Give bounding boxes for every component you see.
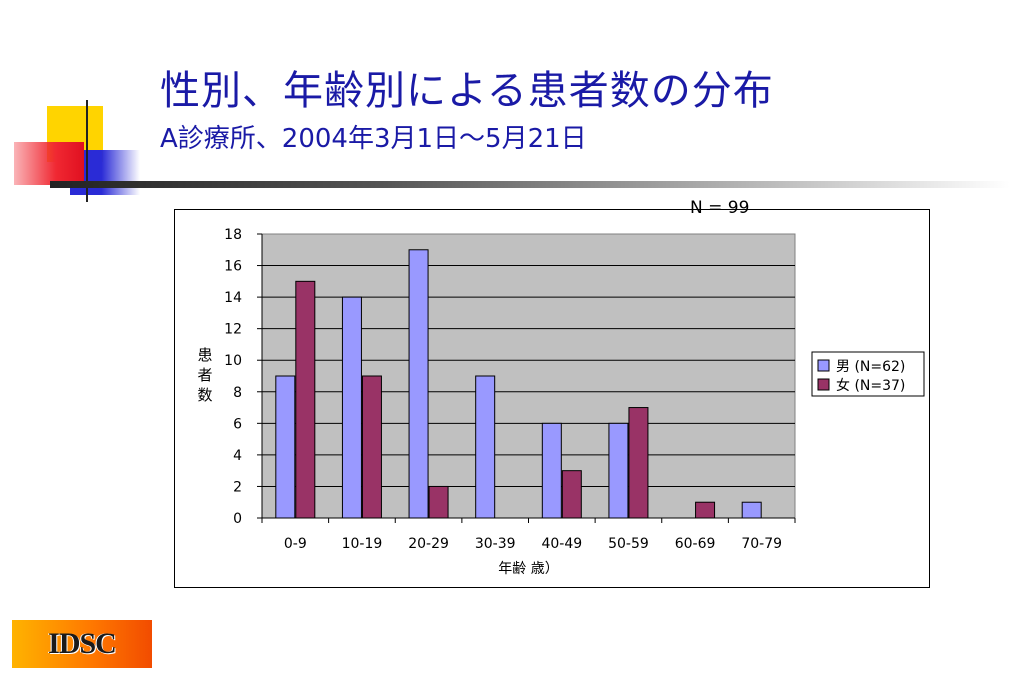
y-tick-label: 18 bbox=[224, 227, 242, 243]
decor-red-bar bbox=[14, 142, 84, 185]
chart-frame: 0 2 4 6 8 10 12 14 16 18 0-9 10-19 20-29 30-39 40-49 50… bbox=[174, 209, 930, 588]
bar-male bbox=[741, 501, 762, 519]
x-axis-label: 年齢 歳） bbox=[498, 561, 558, 577]
bar-female bbox=[295, 280, 316, 519]
bar-female bbox=[628, 407, 649, 519]
bar-chart: 0 2 4 6 8 10 12 14 16 18 0-9 10-19 20-29 30-39 40-49 50… bbox=[197, 227, 925, 577]
x-tick-label: 30-39 bbox=[475, 536, 516, 552]
y-tick-label: 2 bbox=[233, 479, 242, 495]
decor-title-underline bbox=[50, 181, 1010, 188]
y-tick-label: 16 bbox=[224, 259, 242, 275]
bar-male bbox=[341, 296, 362, 519]
slide-subtitle: A診療所、2004年3月1日～5月21日 bbox=[160, 124, 587, 154]
y-tick-label: 12 bbox=[224, 322, 242, 338]
bar-male bbox=[475, 375, 496, 519]
y-tick-label: 14 bbox=[224, 290, 242, 306]
x-tick-label: 70-79 bbox=[741, 536, 782, 552]
y-tick-label: 8 bbox=[233, 385, 242, 401]
legend-label: 女 (N=37) bbox=[836, 377, 905, 394]
y-tick-label: 4 bbox=[233, 448, 242, 464]
y-tick-label: 0 bbox=[233, 511, 242, 527]
bar-male bbox=[275, 375, 296, 519]
x-tick-label: 60-69 bbox=[675, 536, 716, 552]
bar-male bbox=[408, 249, 429, 519]
bar-female bbox=[428, 485, 449, 519]
x-tick-label: 10-19 bbox=[342, 536, 383, 552]
idsc-logo-text: IDSC bbox=[48, 627, 117, 660]
bar-male bbox=[541, 422, 562, 519]
x-tick-label: 50-59 bbox=[608, 536, 649, 552]
x-tick-label: 0-9 bbox=[284, 536, 307, 552]
bar-female bbox=[361, 375, 382, 519]
sample-size-label: N = 99 bbox=[690, 198, 750, 218]
y-axis-label-char: 者 bbox=[197, 366, 212, 384]
legend-label: 男 (N=62) bbox=[836, 359, 905, 375]
bar-female bbox=[695, 501, 716, 519]
y-tick-label: 10 bbox=[224, 353, 242, 369]
legend-swatch-female bbox=[817, 378, 830, 391]
y-tick-label: 6 bbox=[233, 416, 242, 432]
y-axis-label-char: 患 bbox=[197, 346, 212, 364]
idsc-logo: IDSC bbox=[12, 620, 152, 668]
decor-vertical-line bbox=[86, 100, 88, 202]
legend-swatch-male bbox=[817, 359, 830, 372]
bar-male bbox=[608, 422, 629, 519]
bar-female bbox=[561, 470, 582, 519]
legend-box bbox=[811, 351, 925, 397]
y-axis-label-char: 数 bbox=[197, 386, 212, 404]
slide-title: 性別、年齢別による患者数の分布 bbox=[160, 68, 774, 114]
x-tick-label: 40-49 bbox=[541, 536, 582, 552]
x-tick-label: 20-29 bbox=[408, 536, 449, 552]
